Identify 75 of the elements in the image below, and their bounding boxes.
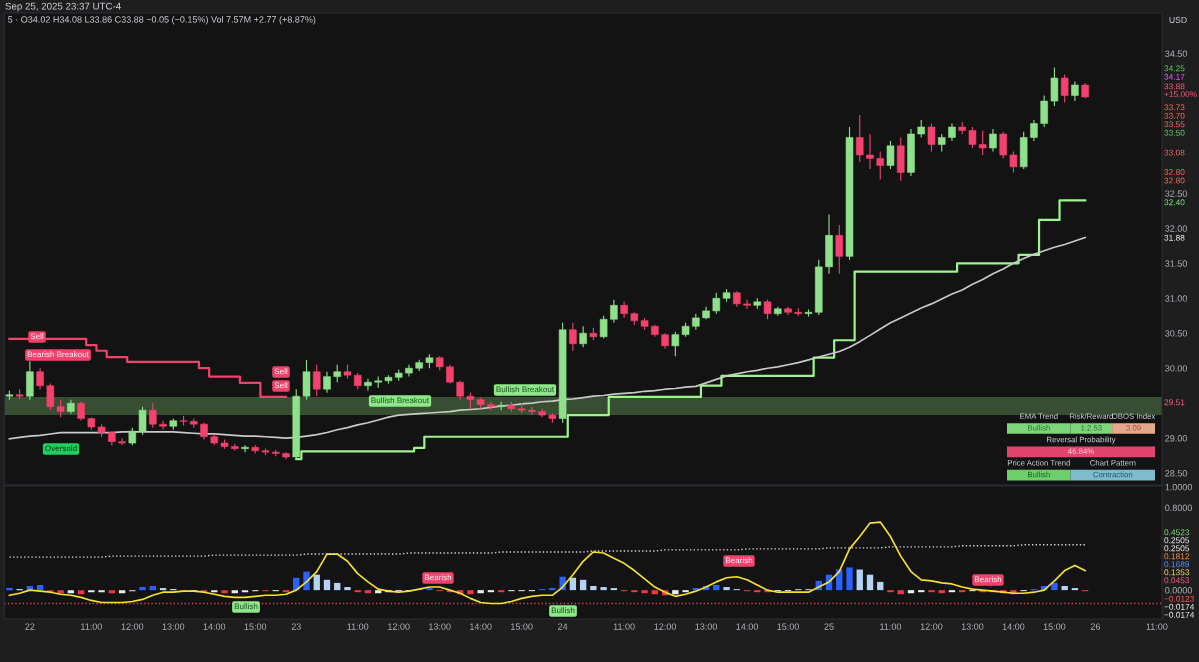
text: 33.73 xyxy=(1164,104,1185,111)
x-tick-label: 11:00 xyxy=(81,623,102,630)
x-tick-label: 14:00 xyxy=(1002,623,1025,630)
text: 33.50 xyxy=(1164,129,1185,136)
annotation: Sell xyxy=(274,368,288,375)
x-tick-label: 11:00 xyxy=(1146,623,1168,630)
text: 31.88 xyxy=(1164,234,1185,241)
annotation: Sell xyxy=(274,382,288,389)
chart-title: 5 · O34.02 H34.08 L33.86 C33.88 −0.05 (−0.15%) Vol 7.57M +2.77 (+8.87%) xyxy=(8,16,316,25)
x-tick-label: 14:00 xyxy=(203,623,226,630)
x-tick-label: 12:00 xyxy=(121,623,144,630)
x-tick-label: 12:00 xyxy=(388,623,410,630)
text: 32.40 xyxy=(1164,199,1185,206)
y-tick-label: 31.00 xyxy=(1165,295,1188,302)
y-tick-label: 0.8000 xyxy=(1165,504,1193,512)
annotation: Bullish Breakout xyxy=(371,397,430,404)
annotation: Bearish xyxy=(975,576,1002,583)
text: 0.2505 xyxy=(1164,537,1190,544)
text: 33.88 +15.00% xyxy=(1164,83,1197,98)
text: Sep 25, 2025 23:37 UTC-4 xyxy=(5,2,121,12)
x-tick-label: 15:00 xyxy=(1043,623,1066,630)
y-tick-label: 1.0000 xyxy=(1165,484,1193,491)
x-tick-label: 12:00 xyxy=(654,623,677,630)
text: 29.51 xyxy=(1164,399,1185,406)
text: 33.08 xyxy=(1164,149,1185,156)
annotation: Bullish xyxy=(551,607,575,614)
annotation: Bearish xyxy=(425,574,452,581)
text: 32.80 xyxy=(1164,169,1185,175)
text: −0.0174 xyxy=(1164,611,1195,618)
annotation: Bullish Breakout xyxy=(496,386,555,393)
text: −0.0174 xyxy=(1164,603,1195,610)
text: −0.0123 xyxy=(1164,595,1194,602)
x-tick-label: 22 xyxy=(25,623,35,630)
text: 0.1812 xyxy=(1164,553,1190,560)
x-tick-label: 24 xyxy=(558,623,568,630)
x-tick-label: 11:00 xyxy=(880,623,902,630)
x-tick-label: 12:00 xyxy=(920,623,943,630)
text: 32.80 xyxy=(1164,177,1185,184)
x-tick-label: 15:00 xyxy=(244,623,267,630)
x-tick-label: 11:00 xyxy=(347,623,369,630)
x-tick-label: 23 xyxy=(291,623,301,630)
text: 0.0453 xyxy=(1164,577,1190,584)
text: 34.25 xyxy=(1164,65,1185,72)
annotation: Bearish xyxy=(726,557,753,564)
y-tick-label: 34.50 xyxy=(1165,50,1188,57)
y-tick-label: 31.50 xyxy=(1165,260,1188,267)
x-tick-label: 13:00 xyxy=(695,623,718,630)
x-tick-label: 15:00 xyxy=(511,623,533,630)
y-tick-label: 29.00 xyxy=(1165,435,1188,442)
text: 0.4523 xyxy=(1164,529,1190,536)
text: 0.1689 xyxy=(1164,561,1190,568)
text: 34.17 xyxy=(1164,73,1185,80)
y-tick-label: 28.50 xyxy=(1165,470,1188,477)
annotation: Oversold xyxy=(45,445,77,452)
text: 0.1353 xyxy=(1164,569,1190,576)
y-tick-label: 30.50 xyxy=(1165,330,1188,337)
x-tick-label: 14:00 xyxy=(736,623,758,630)
text: 0.2505 xyxy=(1164,545,1190,552)
x-tick-label: 25 xyxy=(824,623,834,630)
annotation: Bullish xyxy=(234,603,258,610)
text: 33.70 xyxy=(1164,112,1185,119)
x-tick-label: 14:00 xyxy=(470,623,492,630)
x-tick-label: 13:00 xyxy=(429,623,451,630)
y-tick-label: 32.00 xyxy=(1165,225,1188,232)
y-axis-title: USD xyxy=(1169,16,1187,23)
x-tick-label: 26 xyxy=(1090,623,1101,630)
x-tick-label: 13:00 xyxy=(162,623,185,630)
x-tick-label: 15:00 xyxy=(777,623,799,630)
y-tick-label: 30.00 xyxy=(1165,365,1188,372)
annotation: Bearish Breakout xyxy=(27,351,89,358)
x-tick-label: 11:00 xyxy=(613,623,635,630)
text: 33.55 xyxy=(1164,121,1185,128)
y-tick-label: 32.50 xyxy=(1165,190,1188,197)
y-tick-label: 0.0000 xyxy=(1165,587,1193,594)
x-tick-label: 13:00 xyxy=(961,623,984,630)
